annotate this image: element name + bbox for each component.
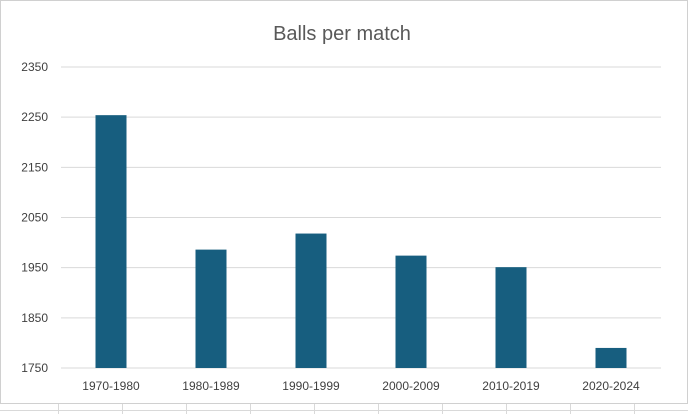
bars bbox=[95, 115, 627, 368]
x-tick-label: 1990-1999 bbox=[282, 379, 340, 393]
bar-1980-1989[interactable] bbox=[195, 249, 227, 368]
x-tick-label: 1970-1980 bbox=[82, 379, 140, 393]
y-tick-label: 1950 bbox=[21, 261, 48, 275]
bar-1990-1999[interactable] bbox=[295, 233, 327, 368]
x-tick-label: 2010-2019 bbox=[482, 379, 540, 393]
bar-chart: Balls per match 1750 1850 1950 2050 2150 2250… bbox=[21, 23, 661, 393]
chart-title: Balls per match bbox=[273, 23, 411, 45]
y-tick-label: 1750 bbox=[21, 361, 48, 375]
chart-area[interactable]: Balls per match 1750 1850 1950 2050 2150 2250… bbox=[0, 0, 688, 404]
x-tick-label: 2020-2024 bbox=[582, 379, 640, 393]
bar-2020-2024[interactable] bbox=[595, 347, 627, 368]
y-tick-label: 1850 bbox=[21, 311, 48, 325]
y-axis-tick-labels: 1750 1850 1950 2050 2150 2250 2350 bbox=[21, 60, 48, 375]
x-tick-label: 2000-2009 bbox=[382, 379, 440, 393]
bar-2000-2009[interactable] bbox=[395, 255, 427, 368]
bar-1970-1980[interactable] bbox=[95, 115, 127, 368]
y-tick-label: 2150 bbox=[21, 160, 48, 174]
x-tick-label: 1980-1989 bbox=[182, 379, 240, 393]
y-tick-label: 2250 bbox=[21, 110, 48, 124]
y-tick-label: 2350 bbox=[21, 60, 48, 74]
gridlines bbox=[61, 66, 661, 369]
bar-2010-2019[interactable] bbox=[495, 267, 527, 368]
y-tick-label: 2050 bbox=[21, 211, 48, 225]
x-axis-tick-labels: 1970-1980 1980-1989 1990-1999 2000-2009 2010… bbox=[82, 379, 640, 393]
